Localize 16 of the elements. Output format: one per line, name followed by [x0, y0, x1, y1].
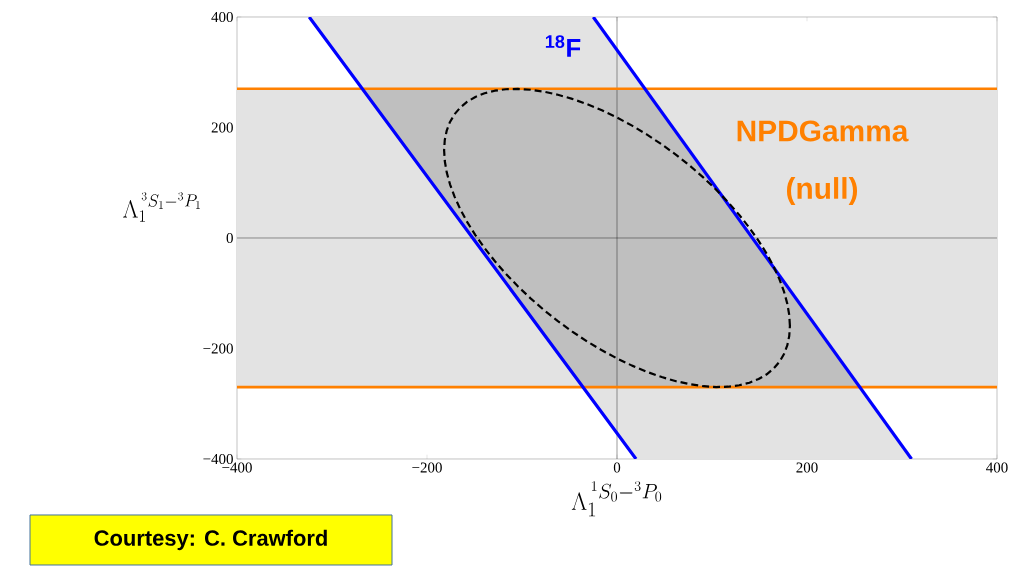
text: Courtesy: C. Crawford	[94, 529, 327, 551]
y-tick-label: 200	[211, 122, 233, 133]
annotation: (null)	[786, 177, 858, 205]
x-tick-label: −400	[222, 462, 252, 473]
annotation: NPDGamma	[737, 120, 909, 142]
y-axis-title: $\Lambda_1^{\,{}^3S_1-{}^3P_1}$	[123, 192, 200, 222]
x-tick-label: 0	[613, 462, 621, 473]
x-tick-label: 200	[796, 462, 818, 473]
y-tick-label: 400	[211, 11, 233, 23]
annotation: $^{18}$F	[545, 35, 581, 57]
x-tick-label: −200	[412, 462, 442, 473]
y-tick-label: 0	[226, 232, 233, 244]
x-tick-label: 400	[986, 462, 1008, 473]
y-tick-label: −200	[203, 343, 233, 354]
y-tick-label: −400	[203, 453, 233, 465]
x-axis-title: $\Lambda_1^{\,{}^1S_0-{}^3P_0}$	[571, 481, 662, 517]
